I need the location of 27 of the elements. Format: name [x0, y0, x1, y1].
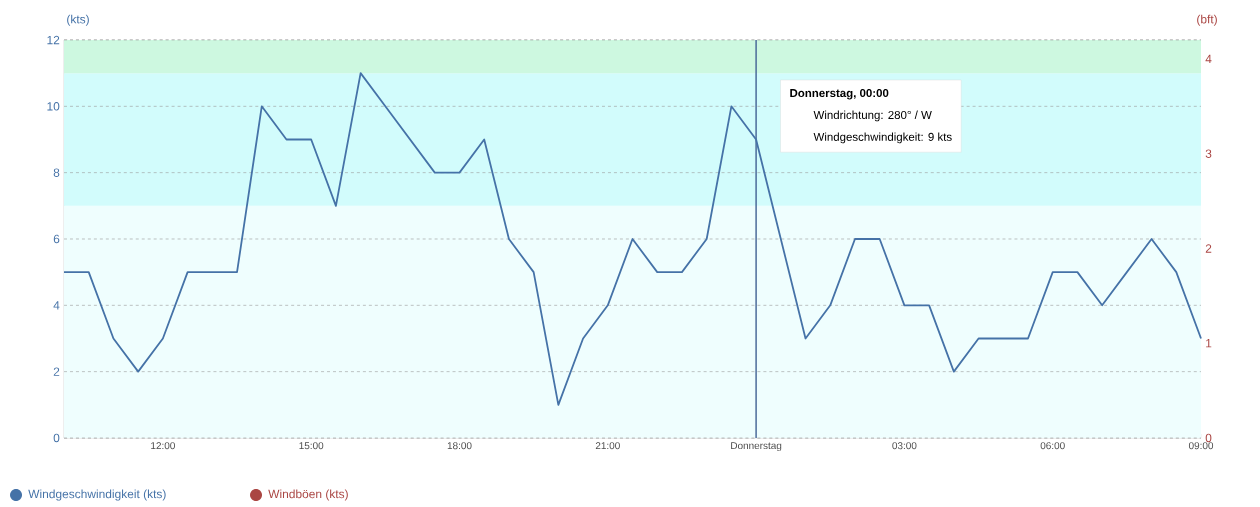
- y-tick-label: 12: [47, 35, 60, 45]
- y2-tick-label: 0: [1205, 433, 1212, 443]
- y2-tick-label: 3: [1205, 149, 1212, 158]
- x-tick-label: 18:00: [447, 442, 472, 450]
- y-tick-label: 4: [53, 301, 60, 310]
- x-tick-label: 12:00: [151, 442, 175, 450]
- x-tick-label: 09:00: [1188, 442, 1214, 450]
- x-tick-label: 21:00: [595, 442, 620, 450]
- y-tick-label: 0: [53, 433, 60, 443]
- y-axis-title: (kts): [67, 14, 89, 26]
- annotation: Donnerstag, 00:00: [790, 88, 889, 100]
- x-tick-label: 06:00: [1040, 442, 1065, 450]
- legend-label: Windböen (kts): [268, 489, 348, 501]
- y2-tick-label: 4: [1205, 54, 1212, 64]
- y2-tick-label: 2: [1205, 244, 1212, 253]
- x-tick-label: 03:00: [892, 442, 917, 450]
- annotation: Windgeschwindigkeit: 9 kts: [813, 132, 952, 144]
- x-tick-label: Donnerstag: [731, 442, 782, 452]
- annotation: Windrichtung: 280° / W: [813, 110, 932, 122]
- y-tick-label: 6: [53, 234, 60, 244]
- y-tick-label: 10: [47, 102, 60, 111]
- y-tick-label: 8: [53, 168, 60, 177]
- y2-tick-label: 1: [1206, 339, 1212, 348]
- y2-axis-title: (bft): [1197, 14, 1217, 26]
- legend-label: Windgeschwindigkeit (kts): [28, 489, 166, 501]
- y-tick-label: 2: [53, 367, 60, 376]
- x-tick-label: 15:00: [299, 442, 324, 450]
